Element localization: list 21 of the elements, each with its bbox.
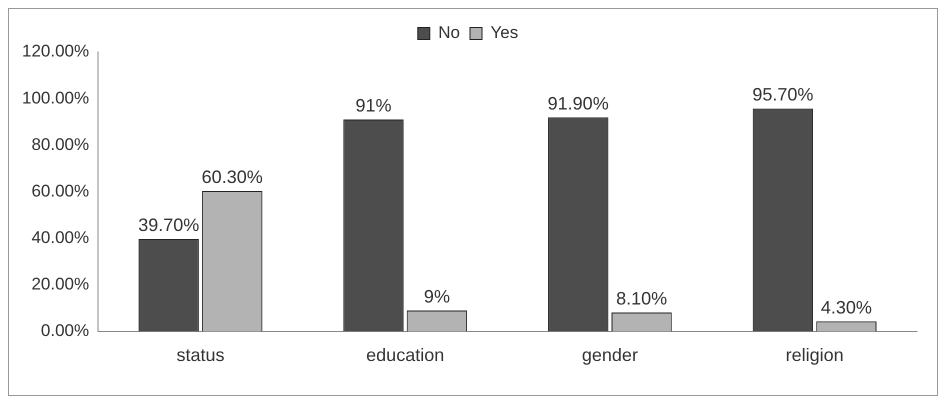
x-tick-label: gender	[582, 345, 638, 366]
data-label: 91.90%	[548, 93, 609, 114]
data-label: 60.30%	[202, 166, 263, 187]
y-tick-label: 100.00%	[22, 88, 90, 108]
y-tick-label: 40.00%	[31, 228, 90, 247]
x-tick-label: religion	[786, 345, 844, 366]
data-label: 95.70%	[752, 84, 814, 105]
data-label: 8.10%	[616, 288, 668, 309]
data-label: 9%	[424, 286, 450, 306]
y-tick-label: 60.00%	[31, 181, 90, 200]
y-tick-label: 20.00%	[31, 274, 90, 294]
y-tick-label: 80.00%	[31, 134, 90, 154]
legend-label: No	[438, 23, 460, 42]
data-label: 4.30%	[820, 297, 872, 318]
x-tick-label: status	[176, 345, 224, 366]
data-label: 91%	[355, 95, 392, 116]
data-label: 39.70%	[138, 214, 200, 235]
y-tick-label: 120.00%	[22, 42, 90, 61]
x-tick-label: education	[366, 345, 444, 366]
y-tick-label: 0.00%	[40, 321, 90, 340]
legend-label: Yes	[490, 23, 518, 42]
